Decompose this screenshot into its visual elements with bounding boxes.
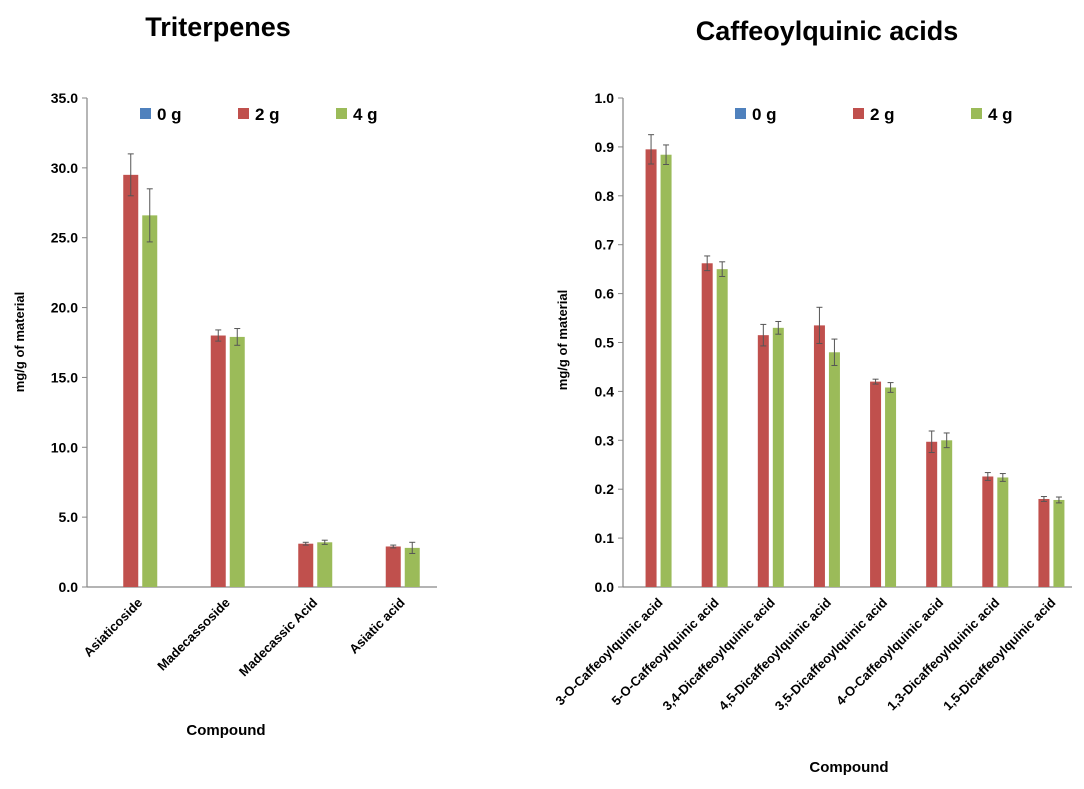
legend-label: 0 g — [157, 105, 182, 124]
bar-2g-2 — [210, 335, 226, 587]
bar-2g-8 — [1038, 498, 1050, 587]
category-label: Madecassic Acid — [236, 595, 320, 679]
bar-2g-5 — [870, 381, 882, 587]
y-tick-label: 0.6 — [595, 286, 615, 302]
y-tick-label: 0.5 — [595, 335, 615, 351]
y-tick-label: 1.0 — [595, 90, 615, 106]
legend-swatch-0g — [140, 108, 151, 119]
bar-4g-2 — [229, 336, 245, 587]
bar-4g-3 — [772, 327, 784, 587]
legend-swatch-2g — [238, 108, 249, 119]
bar-4g-5 — [885, 387, 897, 587]
y-tick-label: 0.2 — [595, 481, 615, 497]
category-label: 3-O-Caffeoylquinic acid — [552, 595, 665, 708]
legend-label: 2 g — [255, 105, 280, 124]
legend-swatch-4g — [336, 108, 347, 119]
category-label: 4-O-Caffeoylquinic acid — [833, 595, 946, 708]
bar-4g-4 — [404, 547, 420, 587]
bar-2g-3 — [757, 335, 769, 587]
bar-2g-4 — [813, 325, 825, 587]
legend-swatch-4g — [971, 108, 982, 119]
bar-2g-6 — [926, 441, 938, 587]
y-tick-label: 0.1 — [595, 530, 615, 546]
bar-4g-1 — [142, 215, 158, 588]
y-tick-label: 0.8 — [595, 188, 615, 204]
category-label: Asiaticoside — [81, 595, 146, 660]
y-tick-label: 0.4 — [595, 383, 615, 399]
bar-2g-3 — [298, 543, 314, 587]
bar-2g-4 — [385, 546, 401, 587]
bar-4g-6 — [941, 440, 953, 587]
chart-triterpenes: Triterpenes 0.0 5.0 10.0 15.0 20.0 25.0 30.0 35.… — [12, 12, 437, 739]
x-axis-label: Compound — [809, 759, 888, 776]
y-tick-label: 0.7 — [595, 237, 615, 253]
bar-2g-7 — [982, 476, 994, 587]
y-tick-label: 20.0 — [51, 300, 78, 316]
chart-title: Triterpenes — [145, 12, 291, 42]
bar-2g-2 — [701, 263, 713, 587]
legend-label: 2 g — [870, 105, 895, 124]
chart-title: Caffeoylquinic acids — [696, 16, 959, 46]
category-label: 4,5-Dicaffeoylquinic acid — [716, 595, 834, 713]
legend-swatch-0g — [735, 108, 746, 119]
category-label: 1,3-Dicaffeoylquinic acid — [884, 595, 1002, 713]
category-label: Asiatic acid — [346, 595, 408, 657]
legend-label: 4 g — [988, 105, 1013, 124]
bar-4g-1 — [660, 154, 672, 587]
y-tick-label: 5.0 — [59, 509, 79, 525]
bar-4g-7 — [997, 477, 1009, 587]
bar-4g-2 — [716, 269, 728, 587]
bar-4g-8 — [1053, 499, 1065, 587]
category-label: 3,5-Dicaffeoylquinic acid — [772, 595, 890, 713]
bar-4g-4 — [828, 352, 840, 587]
chart-caffeoylquinic-acids: Caffeoylquinic acids 0.0 0.1 0.2 0.3 0.4 0.5 0.… — [552, 16, 1072, 776]
bar-2g-1 — [123, 174, 139, 588]
y-tick-label: 0.3 — [595, 432, 615, 448]
legend-swatch-2g — [853, 108, 864, 119]
y-axis-label: mg/g of material — [12, 292, 27, 392]
x-axis-label: Compound — [186, 722, 265, 739]
y-tick-label: 0.0 — [59, 579, 79, 595]
y-tick-label: 10.0 — [51, 439, 78, 455]
y-tick-label: 0.0 — [595, 579, 615, 595]
y-tick-label: 15.0 — [51, 369, 78, 385]
y-tick-label: 35.0 — [51, 90, 78, 106]
bar-2g-1 — [645, 149, 657, 587]
legend-label: 0 g — [752, 105, 777, 124]
category-label: 3,4-Dicaffeoylquinic acid — [659, 595, 777, 713]
bar-4g-3 — [317, 542, 333, 587]
y-tick-label: 0.9 — [595, 139, 615, 155]
category-label: 1,5-Dicaffeoylquinic acid — [940, 595, 1058, 713]
y-tick-label: 25.0 — [51, 230, 78, 246]
legend-label: 4 g — [353, 105, 378, 124]
category-label: 5-O-Caffeoylquinic acid — [608, 595, 721, 708]
category-label: Madecassoside — [154, 595, 233, 674]
y-axis-label: mg/g of material — [555, 290, 570, 390]
y-tick-label: 30.0 — [51, 160, 78, 176]
